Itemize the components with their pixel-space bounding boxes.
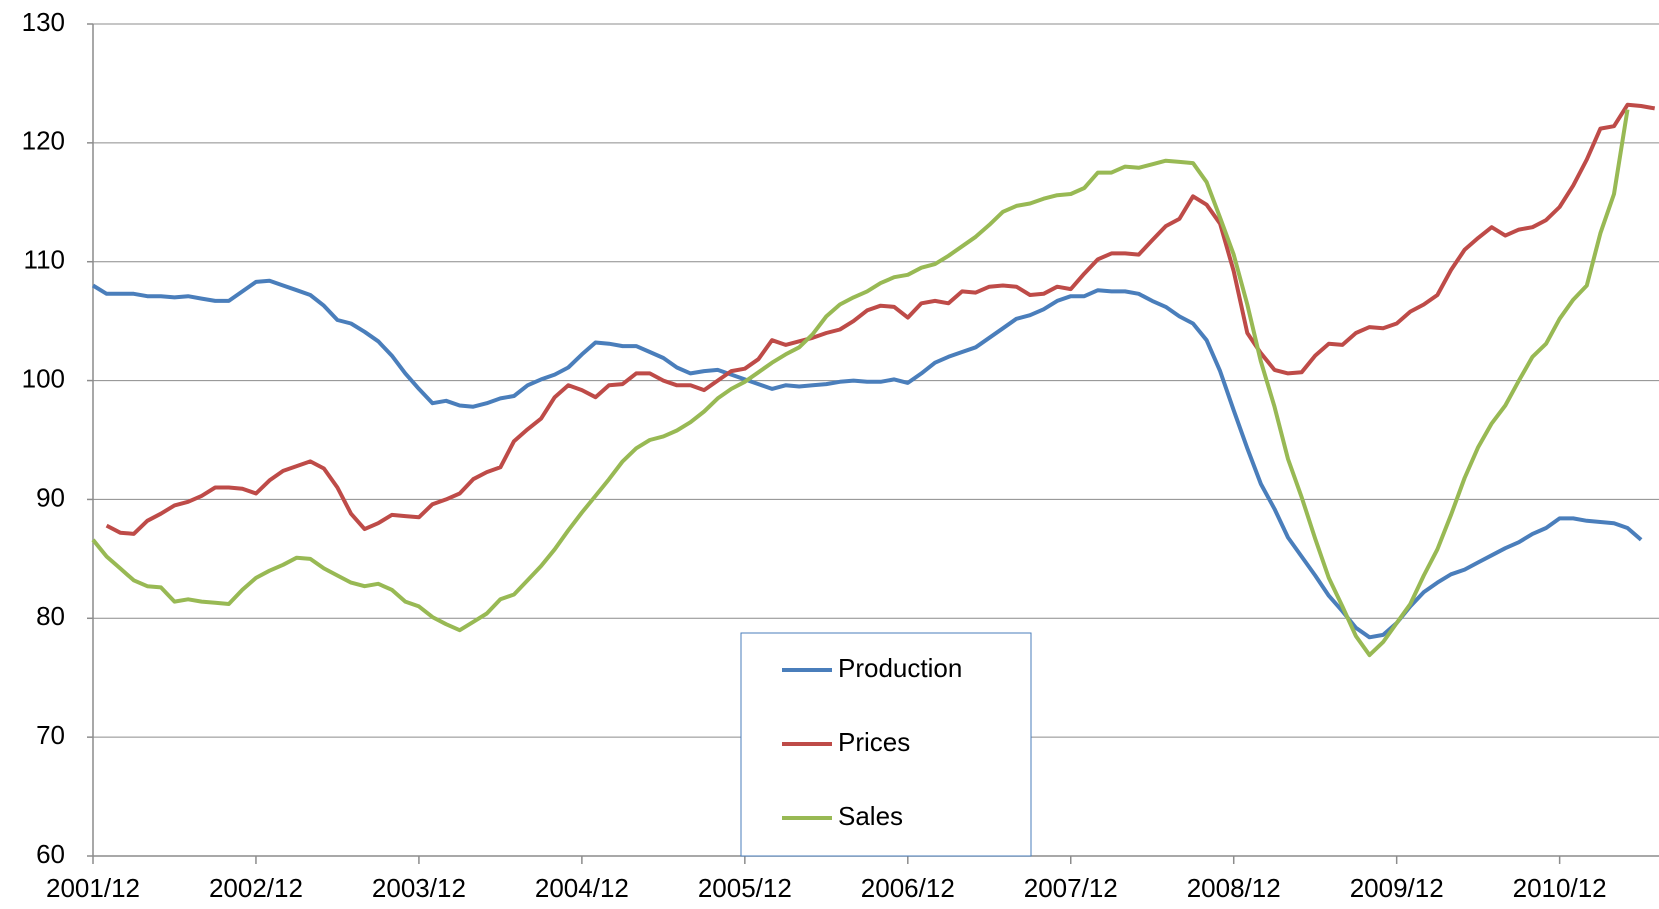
x-tick-label: 2005/12 bbox=[698, 873, 792, 903]
line-series bbox=[91, 109, 1630, 658]
y-tick-label: 130 bbox=[22, 7, 65, 37]
line-series bbox=[91, 278, 1643, 640]
x-tick-label: 2007/12 bbox=[1024, 873, 1118, 903]
x-tick-label: 2006/12 bbox=[861, 873, 955, 903]
y-tick-label: 120 bbox=[22, 126, 65, 156]
x-tick-label: 2009/12 bbox=[1350, 873, 1444, 903]
legend-label: Production bbox=[838, 653, 962, 683]
x-tick-label: 2010/12 bbox=[1513, 873, 1607, 903]
x-tick-label: 2008/12 bbox=[1187, 873, 1281, 903]
y-tick-label: 90 bbox=[36, 482, 65, 512]
x-tick-label: 2004/12 bbox=[535, 873, 629, 903]
line-series bbox=[105, 102, 1656, 536]
x-tick-label: 2002/12 bbox=[209, 873, 303, 903]
x-tick-label: 2003/12 bbox=[372, 873, 466, 903]
y-tick-label: 80 bbox=[36, 601, 65, 631]
y-tick-label: 60 bbox=[36, 839, 65, 869]
y-tick-label: 70 bbox=[36, 720, 65, 750]
x-tick-label: 2001/12 bbox=[46, 873, 140, 903]
y-tick-label: 100 bbox=[22, 363, 65, 393]
legend-label: Sales bbox=[838, 801, 903, 831]
legend-label: Prices bbox=[838, 727, 910, 757]
y-tick-label: 110 bbox=[24, 245, 65, 275]
